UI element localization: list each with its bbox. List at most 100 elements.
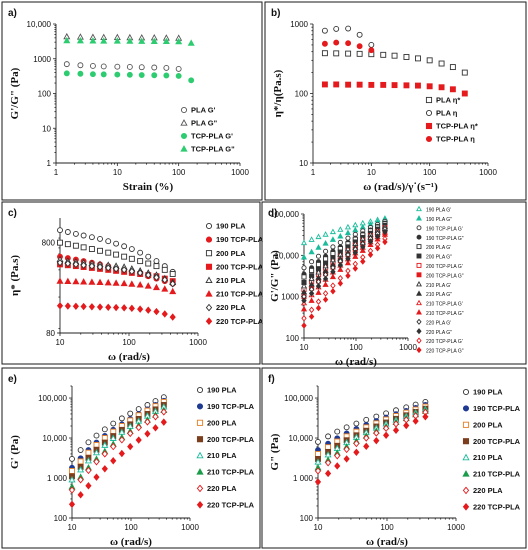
panel-a-point <box>63 61 70 68</box>
panel-c-point <box>153 263 160 270</box>
panel-b-legend: PLA η* PLA η TCP-PLA η* TCP-PLA η <box>425 96 478 144</box>
panel-e-point <box>68 500 76 509</box>
panel-c-point <box>80 244 87 251</box>
panel-d-point <box>360 258 366 265</box>
panel-c-x-tick-label: 1000 <box>189 338 207 347</box>
panel-c-legend-marker <box>205 276 213 284</box>
panel-c-point <box>80 261 87 269</box>
panel-a-point <box>63 70 70 77</box>
panel-e-legend-label: 210 PLA <box>207 451 237 460</box>
panel-d-series-210-tcp-pla-g <box>300 231 388 312</box>
panel-a-point <box>114 71 121 78</box>
panel-f-point <box>412 417 419 425</box>
panel-d-series-200-pla-g <box>301 222 388 286</box>
panel-c-point <box>169 313 176 321</box>
panel-d-point <box>352 226 359 233</box>
panel-d-legend-marker <box>416 225 422 231</box>
panel-c-point <box>72 302 79 311</box>
panel-e-point <box>152 413 159 421</box>
panel-c-point <box>56 277 64 284</box>
panel-e-point <box>160 418 167 426</box>
panel-d-series-200-tcp-pla-g <box>301 227 388 300</box>
panel-c-series-200-pla <box>57 239 176 277</box>
panel-f-legend-marker <box>462 388 470 396</box>
panel-a: a) 1 10 100 1000 1 10 100 1000 10,000 Strain (%) G'… <box>1 1 263 201</box>
panel-f-point <box>383 424 390 433</box>
panel-d-point <box>300 239 308 246</box>
panel-f-series-200-pla <box>315 403 429 457</box>
panel-d-point <box>323 248 329 254</box>
panel-d-point <box>382 228 388 236</box>
panel-b-point <box>356 81 363 88</box>
panel-d-point <box>309 267 315 274</box>
panel-d-point <box>352 265 358 272</box>
panel-c-point <box>128 255 135 262</box>
panel-c-point <box>169 271 176 277</box>
panel-e-point <box>93 473 100 481</box>
panel-e-point <box>101 450 108 458</box>
panel-f-legend-label: 210 PLA <box>473 453 503 462</box>
panel-d-point <box>352 249 358 256</box>
panel-d-point <box>344 259 352 266</box>
panel-b-point <box>356 50 363 57</box>
panel-c-legend-label: 220 PLA <box>216 303 246 312</box>
panel-f-x-axis-label: ω (rad/s) <box>366 536 408 548</box>
panel-c-frame <box>1 201 261 365</box>
panel-a-point <box>175 37 183 45</box>
panel-a-frame <box>1 1 263 201</box>
panel-b-point <box>321 50 328 57</box>
panel-d-point <box>301 265 307 271</box>
panel-a-y-tick-label: 10,000 <box>27 20 52 29</box>
panel-e-point <box>118 415 125 422</box>
panel-d-legend-marker <box>416 299 422 306</box>
panel-d-point <box>374 233 381 240</box>
panel-e-point <box>144 418 151 426</box>
panel-f-point <box>315 438 321 445</box>
panel-f-y-tick-label: 100 <box>300 514 314 523</box>
panel-e-series-210-tcp-pla <box>68 406 168 490</box>
panel-c-point <box>153 273 160 282</box>
panel-f-y-tick-label: 10,000 <box>289 434 314 443</box>
panel-d-point <box>308 313 315 320</box>
panel-f-legend-label: 190 PLA <box>473 388 503 397</box>
panel-c-legend-label: 210 PLA <box>216 276 246 285</box>
panel-d-legend-marker <box>416 337 422 344</box>
panel-e-point <box>127 429 134 438</box>
panel-e-legend-marker <box>196 484 204 493</box>
panel-b-label: b) <box>271 8 280 19</box>
panel-e-series-220-pla <box>68 408 167 494</box>
panel-d-point <box>382 238 388 246</box>
panel-d-point <box>352 253 359 259</box>
panel-d-point <box>337 226 344 232</box>
panel-b-point <box>345 40 352 47</box>
panel-f-point <box>334 428 341 435</box>
panel-e-series-220-tcp-pla <box>68 418 167 509</box>
panel-d-series-220-tcp-pla-g <box>301 235 388 322</box>
panel-f-point <box>392 426 400 435</box>
panel-c-series-190-pla <box>57 227 176 275</box>
panel-a-point <box>126 71 133 78</box>
panel-c-point <box>113 251 120 258</box>
panel-b-point <box>438 84 445 91</box>
panel-d-point <box>329 273 336 280</box>
panel-e-legend-marker <box>196 386 204 394</box>
panel-b-point <box>321 81 328 88</box>
panel-d-point <box>367 251 374 259</box>
panel-d-series-200-tcp-pla-g <box>301 225 388 292</box>
panel-d-series-220-pla-g <box>301 225 388 300</box>
panel-e-series-190-pla <box>69 394 167 462</box>
panel-c-point <box>57 227 63 234</box>
panel-b-point <box>356 31 363 38</box>
panel-e-legend-marker <box>196 468 204 475</box>
panel-f-point <box>363 416 370 423</box>
panel-e-series-200-tcp-pla <box>69 402 167 480</box>
panel-d-x-tick-label: 100 <box>349 343 363 352</box>
panel-f-point <box>353 448 360 456</box>
panel-c-point <box>145 271 152 279</box>
panel-a-point <box>100 37 108 44</box>
panel-f-series-210-pla <box>314 405 429 465</box>
panel-b-frame <box>264 1 527 201</box>
panel-b-point <box>345 50 352 57</box>
